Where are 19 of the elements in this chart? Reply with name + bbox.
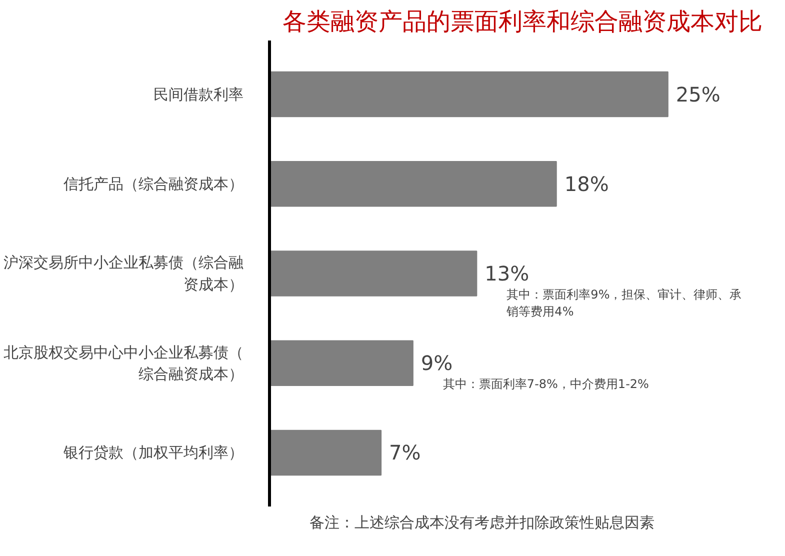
bar [270,71,668,118]
y-tick-label: 信托产品（综合融资成本） [64,174,244,193]
bar [270,340,414,386]
annotation: 其中：票面利率9%，担保、审计、律师、承销等费用4% [506,288,742,318]
data-label: 25% [676,82,720,106]
y-tick-label: 北京股权交易中心中小企业私募债（综合融资成本） [4,343,244,383]
y-tick-label: 民间借款利率 [154,85,244,104]
data-label: 18% [564,172,609,196]
y-tick-label: 银行贷款（加权平均利率） [62,444,244,462]
bar [270,160,557,207]
y-tick-label: 沪深交易所中小企业私募债（综合融资成本） [4,254,244,294]
bar [270,250,478,296]
data-label: 13% [484,262,530,286]
data-label: 9% [420,351,453,376]
data-label: 7% [389,440,421,465]
annotation: 其中：票面利率7-8%，中介费用1-2% [442,377,649,392]
chart-title: 各类融资产品的票面利率和综合融资成本对比 [282,8,762,36]
text: 备注：上述综合成本没有考虑并扣除政策性贴息因素 [310,514,654,532]
bar [270,430,382,476]
